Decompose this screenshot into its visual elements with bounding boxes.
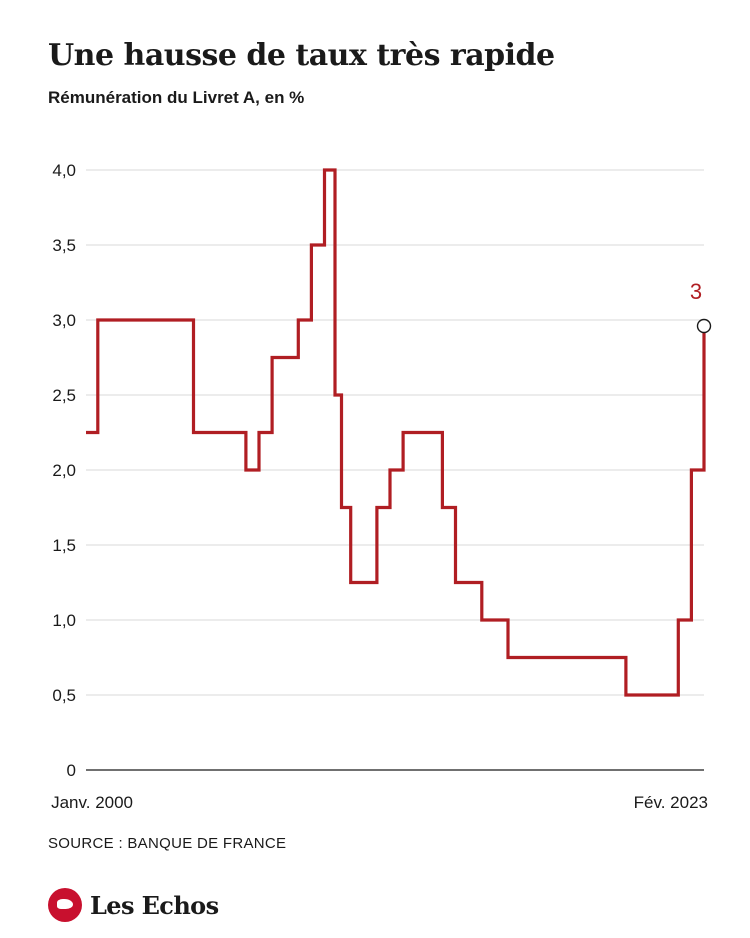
y-tick-label: 0,5: [52, 686, 76, 705]
chart-title: Une hausse de taux très rapide: [48, 38, 555, 73]
brand-block: Les Echos: [48, 888, 219, 922]
brand-name: Les Echos: [90, 890, 219, 920]
y-tick-label: 3,5: [52, 236, 76, 255]
y-tick-label: 0: [67, 761, 76, 780]
y-axis-ticks: 0 0,5 1,0 1,5 2,0 2,5 3,0 3,5 4,0: [52, 161, 76, 780]
y-tick-label: 2,5: [52, 386, 76, 405]
endpoint-value-label: 3: [690, 279, 702, 304]
x-axis-ticks: Janv. 2000 Fév. 2023: [51, 793, 708, 812]
source-note: SOURCE : BANQUE DE FRANCE: [48, 835, 287, 852]
y-tick-label: 3,0: [52, 311, 76, 330]
y-tick-label: 1,5: [52, 536, 76, 555]
x-tick-label: Fév. 2023: [634, 793, 708, 812]
annotations: 3: [690, 279, 712, 334]
chart-subtitle: Rémunération du Livret A, en %: [48, 88, 305, 107]
grid-layer: [86, 169, 704, 771]
endpoint-marker: [696, 318, 712, 334]
rate-series-line: [86, 168, 706, 697]
livret-a-chart: 0 0,5 1,0 1,5 2,0 2,5 3,0 3,5 4,0 Janv. 2000 Fév.…: [51, 161, 712, 812]
y-tick-label: 4,0: [52, 161, 76, 180]
les-echos-logo-icon: [48, 888, 82, 922]
y-tick-label: 2,0: [52, 461, 76, 480]
x-tick-label: Janv. 2000: [51, 793, 133, 812]
y-tick-label: 1,0: [52, 611, 76, 630]
